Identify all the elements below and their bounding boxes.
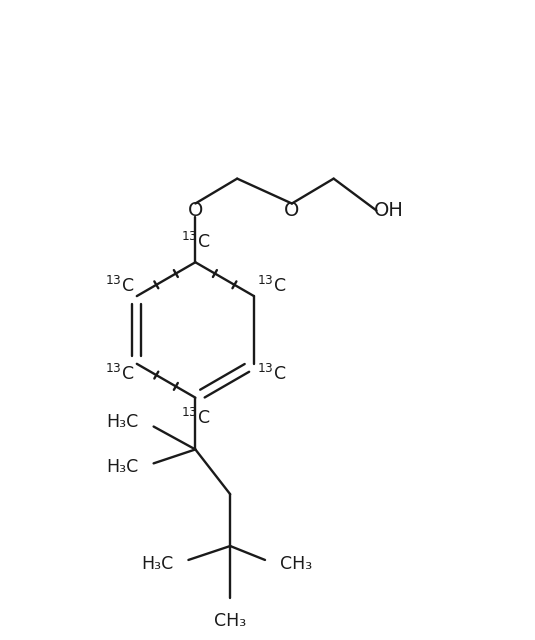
Text: OH: OH — [373, 201, 403, 220]
Text: $^{13}$C: $^{13}$C — [256, 364, 286, 384]
Text: O: O — [284, 201, 300, 220]
Text: H₃C: H₃C — [141, 555, 173, 573]
Text: CH₃: CH₃ — [214, 612, 246, 630]
Text: $^{13}$C: $^{13}$C — [256, 276, 286, 296]
Text: H₃C: H₃C — [106, 458, 139, 476]
Text: CH₃: CH₃ — [280, 555, 312, 573]
Text: O: O — [188, 201, 203, 220]
Text: $^{13}$C: $^{13}$C — [181, 232, 210, 252]
Text: H₃C: H₃C — [106, 413, 139, 431]
Text: $^{13}$C: $^{13}$C — [105, 276, 134, 296]
Text: $^{13}$C: $^{13}$C — [105, 364, 134, 384]
Text: $^{13}$C: $^{13}$C — [181, 408, 210, 428]
